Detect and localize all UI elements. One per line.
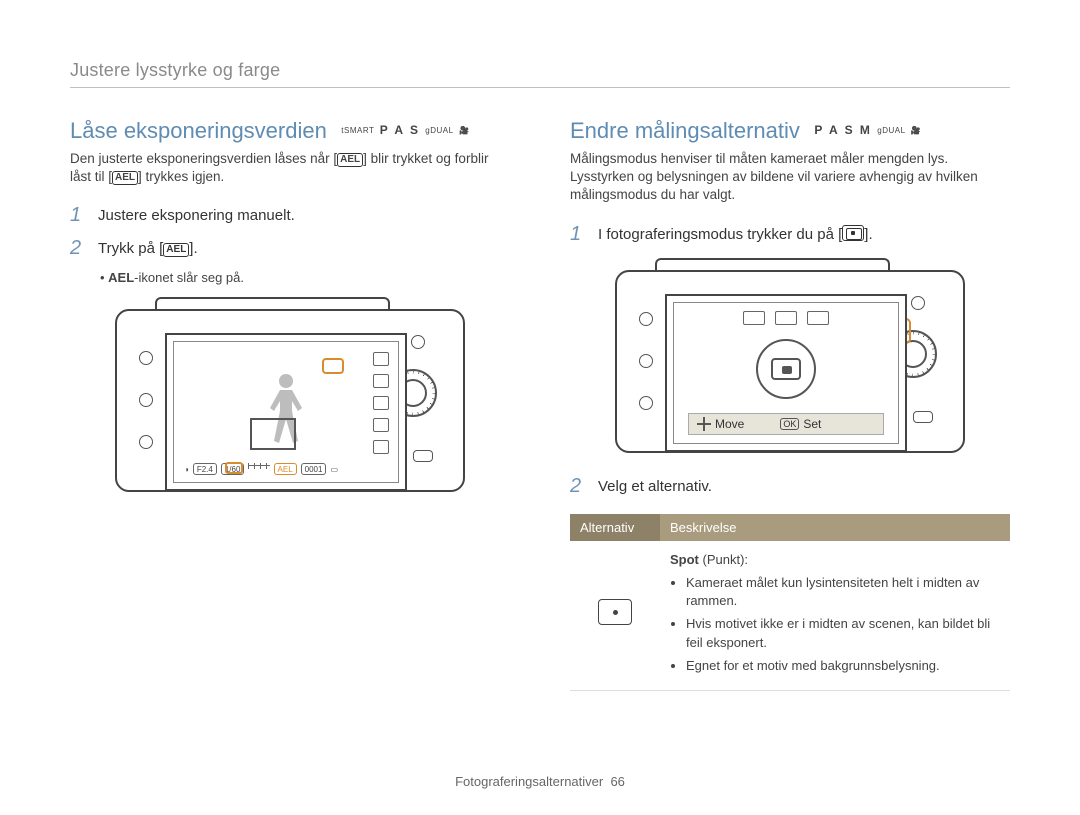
ael-icon: AEL: [163, 243, 189, 257]
th-beskrivelse: Beskrivelse: [660, 514, 1010, 541]
step: 1 Justere eksponering manuelt.: [70, 204, 510, 227]
th-alternativ: Alternativ: [570, 514, 660, 541]
footer-page-number: 66: [610, 774, 624, 789]
left-mode-strip: tSMART P A S gDUAL 🎥: [341, 123, 469, 137]
camera-illustration-metering: Move OK Set: [600, 258, 980, 453]
ael-highlight-icon: [322, 358, 344, 374]
step2-b: ].: [189, 240, 197, 257]
step1-b: ].: [864, 226, 872, 243]
aperture-value: F2.4: [193, 463, 217, 475]
set-label: Set: [803, 417, 821, 431]
step: 2 Velg et alternativ.: [570, 475, 1010, 498]
right-steps: 1 I fotograferingsmodus trykker du på []…: [570, 223, 1010, 246]
right-steps-2: 2 Velg et alternativ.: [570, 475, 1010, 498]
move-label: Move: [715, 417, 744, 431]
ael-icon: AEL: [337, 153, 363, 167]
metering-button-icon: [842, 225, 864, 241]
left-intro-a: Den justerte eksponeringsverdien låses n…: [70, 151, 337, 166]
option-desc-cell: Spot (Punkt): Kameraet målet kun lysinte…: [660, 541, 1010, 691]
sub-bullet: AEL-ikonet slår seg på.: [100, 270, 510, 285]
step-number: 2: [570, 475, 588, 498]
step-text: Trykk på [AEL].: [98, 237, 198, 259]
step-number: 2: [70, 237, 88, 260]
left-intro-c: ] trykkes igjen.: [138, 169, 224, 184]
step2-a: Trykk på [: [98, 240, 163, 257]
header-rule: [70, 87, 1010, 88]
right-intro: Målingsmodus henviser til måten kameraet…: [570, 150, 1010, 205]
right-section-title: Endre målingsalternativ: [570, 118, 800, 144]
left-intro: Den justerte eksponeringsverdien låses n…: [70, 150, 510, 186]
bullet: Egnet for et motiv med bakgrunnsbelysnin…: [686, 657, 1000, 676]
option-icon-cell: [570, 541, 660, 691]
step: 1 I fotograferingsmodus trykker du på []…: [570, 223, 1010, 246]
manual-page: Justere lysstyrke og farge Låse eksponer…: [0, 0, 1080, 815]
left-steps: 1 Justere eksponering manuelt. 2 Trykk p…: [70, 204, 510, 285]
step-text: Velg et alternativ.: [598, 475, 712, 497]
spot-metering-icon: [598, 599, 632, 625]
step-number: 1: [570, 223, 588, 246]
step-text: Justere eksponering manuelt.: [98, 204, 295, 226]
camera-screen: ◑ F2.4 1/60 AEL 0001 ▭: [165, 333, 407, 491]
option-title-strong: Spot: [670, 552, 699, 567]
page-header: Justere lysstyrke og farge: [70, 60, 1010, 81]
options-table: Alternativ Beskrivelse Spot (Punkt): Kam…: [570, 514, 1010, 691]
bullet: Kameraet målet kun lysintensiteten helt …: [686, 574, 1000, 612]
bullet: Hvis motivet ikke er i midten av scenen,…: [686, 615, 1000, 653]
screen-status-bar: ◑ F2.4 1/60 AEL 0001 ▭: [184, 460, 338, 478]
dpad-icon: [697, 417, 711, 431]
ael-badge: AEL: [274, 463, 297, 475]
left-section-title: Låse eksponeringsverdien: [70, 118, 327, 144]
camera-screen: Move OK Set: [665, 294, 907, 452]
footer-label: Fotograferingsalternativer: [455, 774, 603, 789]
step: 2 Trykk på [AEL].: [70, 237, 510, 260]
page-footer: Fotograferingsalternativer 66: [0, 774, 1080, 789]
ok-icon: OK: [780, 418, 799, 430]
right-mode-strip: P A S M gDUAL 🎥: [814, 123, 921, 137]
ael-icon: AEL: [112, 171, 138, 185]
metering-mode-tabs: [743, 311, 829, 325]
section-heading-row: Endre målingsalternativ P A S M gDUAL 🎥: [570, 118, 1010, 144]
ael-highlight-bottom: [225, 462, 243, 474]
section-heading-row: Låse eksponeringsverdien tSMART P A S gD…: [70, 118, 510, 144]
frame-counter: 0001: [301, 463, 327, 475]
two-column-layout: Låse eksponeringsverdien tSMART P A S gD…: [70, 118, 1010, 691]
option-title-rest: (Punkt):: [699, 552, 748, 567]
table-row: Spot (Punkt): Kameraet målet kun lysinte…: [570, 541, 1010, 691]
step-text: I fotograferingsmodus trykker du på [].: [598, 223, 873, 245]
exposure-meter: [248, 465, 269, 473]
metering-center-icon: [756, 339, 816, 399]
bullet-rest: -ikonet slår seg på.: [134, 270, 244, 285]
bullet-ael: AEL: [108, 270, 134, 285]
right-column: Endre målingsalternativ P A S M gDUAL 🎥 …: [570, 118, 1010, 691]
step1-a: I fotograferingsmodus trykker du på [: [598, 226, 842, 243]
focus-box: [250, 418, 296, 450]
camera-illustration-ael: ◑ F2.4 1/60 AEL 0001 ▭: [100, 297, 480, 492]
step-number: 1: [70, 204, 88, 227]
option-bullets: Kameraet målet kun lysintensiteten helt …: [686, 574, 1000, 676]
left-column: Låse eksponeringsverdien tSMART P A S gD…: [70, 118, 510, 691]
screen-hint-bar: Move OK Set: [688, 413, 884, 435]
screen-right-icons: [370, 352, 392, 454]
